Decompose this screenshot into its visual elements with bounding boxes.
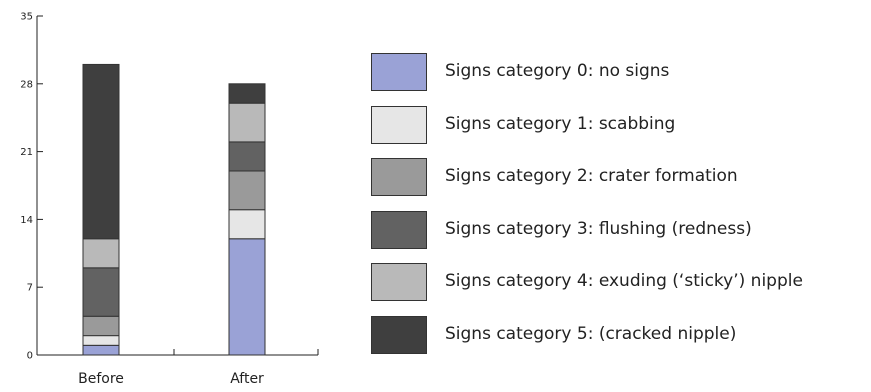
y-axis-ticks: 0 7 14 21 28 35 <box>20 12 43 362</box>
legend-label-0: Signs category 0: no signs <box>445 61 670 81</box>
legend-swatch-2 <box>371 158 427 196</box>
chart-bars <box>82 63 266 356</box>
bar-before-category-1 <box>82 335 120 346</box>
legend-item-1: Signs category 1: scabbing <box>371 105 866 159</box>
bar-after-category-0 <box>228 238 266 356</box>
legend-swatch-0 <box>371 53 427 91</box>
legend-item-0: Signs category 0: no signs <box>371 53 866 106</box>
x-category-label-after: After <box>230 371 264 387</box>
bar-before-category-5 <box>82 63 120 240</box>
x-axis-labels: Before After <box>78 371 264 387</box>
bar-after-category-4 <box>228 102 266 143</box>
bar-before-category-0 <box>82 344 120 356</box>
y-tick-label-35: 35 <box>20 12 33 23</box>
legend-swatch-3 <box>371 210 427 249</box>
bar-after-category-2 <box>228 170 266 211</box>
legend-swatch-1 <box>371 105 427 144</box>
y-tick-label-0: 0 <box>27 351 33 362</box>
chart-legend: Signs category 0: no signs Signs categor… <box>371 53 866 368</box>
legend-item-5: Signs category 5: (cracked nipple) <box>371 315 866 369</box>
bar-before-category-2 <box>82 315 120 337</box>
y-tick-label-7: 7 <box>27 283 33 294</box>
stacked-bar-chart: 0 7 14 21 28 35 Before After <box>20 12 319 387</box>
legend-item-4: Signs category 4: exuding (‘sticky’) nip… <box>371 263 866 316</box>
legend-label-5: Signs category 5: (cracked nipple) <box>445 323 737 344</box>
chart-axes <box>36 16 319 356</box>
legend-label-2: Signs category 2: crater formation <box>445 166 738 186</box>
bar-after-category-5 <box>228 83 266 104</box>
legend-item-3: Signs category 3: flushing (redness) <box>371 210 866 264</box>
legend-label-3: Signs category 3: flushing (redness) <box>445 218 752 239</box>
legend-label-1: Signs category 1: scabbing <box>445 113 676 134</box>
bar-before-category-3 <box>82 267 120 317</box>
bar-after-category-1 <box>228 209 266 240</box>
y-tick-label-28: 28 <box>20 79 33 90</box>
y-tick-label-14: 14 <box>20 215 33 226</box>
x-category-label-before: Before <box>78 371 124 387</box>
legend-swatch-5 <box>371 315 427 354</box>
bar-after-category-3 <box>228 141 266 172</box>
bar-before-category-4 <box>82 238 120 269</box>
legend-label-4: Signs category 4: exuding (‘sticky’) nip… <box>445 271 803 291</box>
legend-item-2: Signs category 2: crater formation <box>371 158 866 211</box>
y-tick-label-21: 21 <box>20 147 33 158</box>
legend-swatch-4 <box>371 263 427 301</box>
